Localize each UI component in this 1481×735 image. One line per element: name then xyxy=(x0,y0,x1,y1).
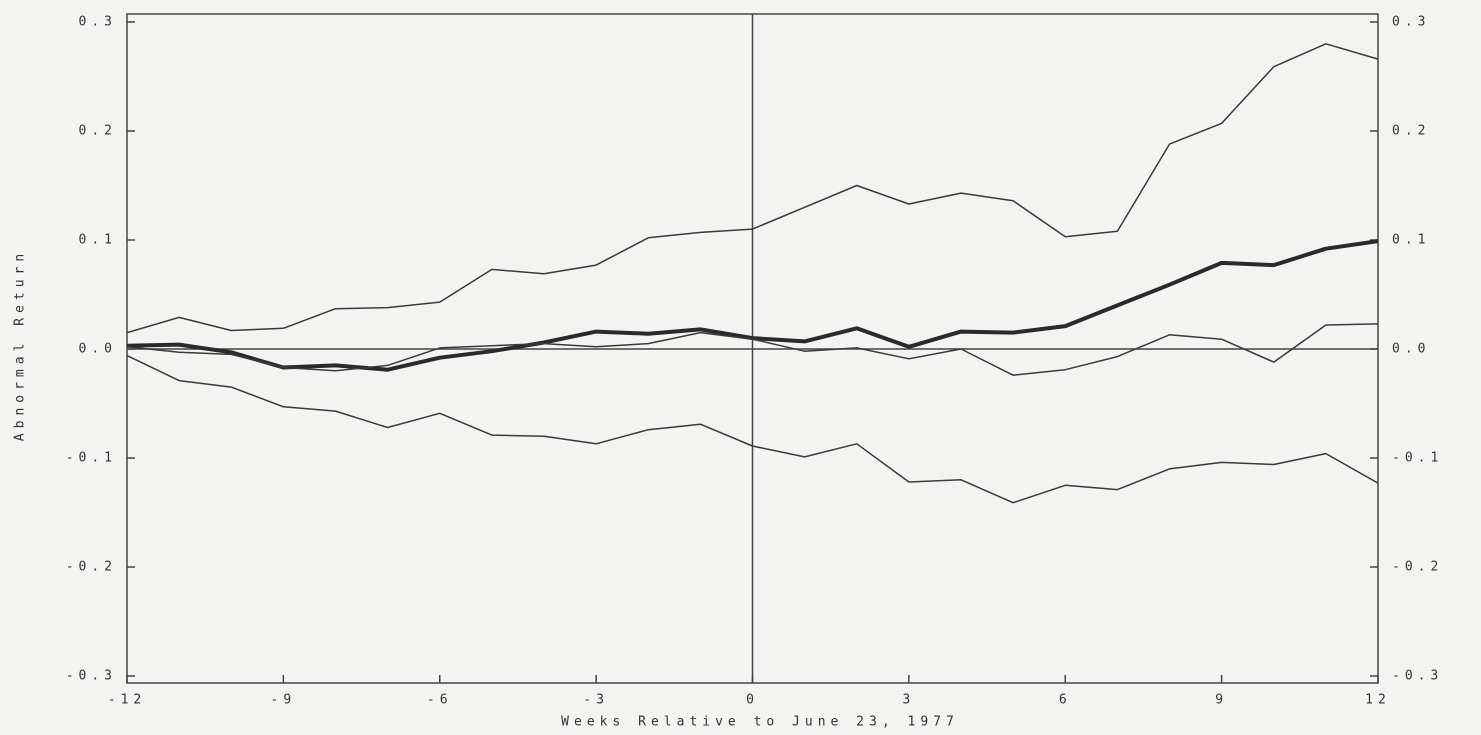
y2-tick-label: 0.0 xyxy=(1392,342,1430,357)
y2-tick-label: -0.3 xyxy=(1392,669,1443,684)
y-tick-label: -0.1 xyxy=(66,451,117,466)
x-tick-label: 6 xyxy=(1059,693,1072,708)
x-tick-label: 0 xyxy=(746,693,759,708)
y2-tick-label: 0.2 xyxy=(1392,124,1430,139)
y-tick-label: 0.2 xyxy=(79,124,117,139)
series-line xyxy=(126,354,1379,504)
x-tick-label: -9 xyxy=(271,693,297,708)
y-tick-label: -0.2 xyxy=(66,560,117,575)
x-tick-label: 12 xyxy=(1365,693,1391,708)
y-axis-label: Abnormal Return xyxy=(13,249,28,441)
y-tick-label: 0.0 xyxy=(79,342,117,357)
y2-tick-label: 0.1 xyxy=(1392,233,1430,248)
y2-tick-label: -0.2 xyxy=(1392,560,1443,575)
x-tick-label: 9 xyxy=(1215,693,1228,708)
y2-tick-label: 0.3 xyxy=(1392,15,1430,30)
y2-tick-label: -0.1 xyxy=(1392,451,1443,466)
x-tick-label: -12 xyxy=(108,693,146,708)
y-tick-label: -0.3 xyxy=(66,669,117,684)
series-line xyxy=(126,43,1379,334)
series-line xyxy=(126,239,1379,372)
x-tick-label: 3 xyxy=(902,693,915,708)
y-tick-label: 0.1 xyxy=(79,233,117,248)
series-line xyxy=(126,323,1379,376)
y-tick-label: 0.3 xyxy=(79,15,117,30)
x-axis-label: Weeks Relative to June 23, 1977 xyxy=(561,715,959,730)
x-tick-label: -6 xyxy=(427,693,453,708)
x-tick-label: -3 xyxy=(583,693,609,708)
